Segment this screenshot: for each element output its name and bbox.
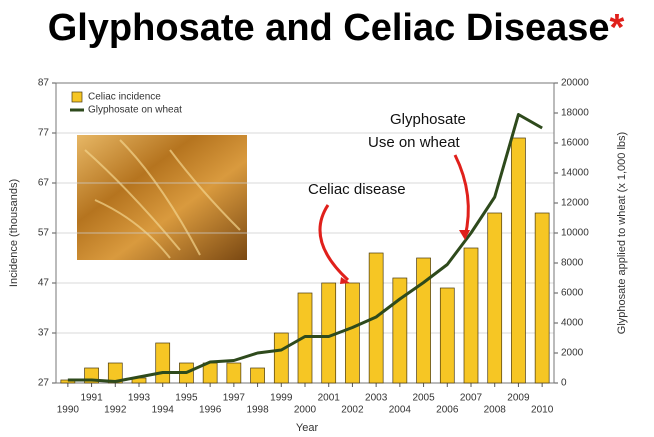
bar xyxy=(416,257,431,384)
x-tick-label: 2010 xyxy=(531,405,554,416)
x-tick-label: 2002 xyxy=(341,405,364,416)
arrow-head xyxy=(340,277,350,284)
x-tick-label: 1997 xyxy=(223,393,246,404)
x-tick-label: 2009 xyxy=(507,393,530,404)
y-tick-label: 77 xyxy=(38,128,50,139)
x-tick-label: 1995 xyxy=(175,393,198,404)
y2-tick-label: 4000 xyxy=(561,318,584,329)
bar xyxy=(155,342,171,384)
bar xyxy=(392,277,408,384)
x-tick-label: 2006 xyxy=(436,405,459,416)
y-tick-label: 27 xyxy=(38,378,50,389)
y2-tick-label: 16000 xyxy=(561,138,589,149)
y2-tick-label: 12000 xyxy=(561,198,589,209)
y2-axis-label: Glyphosate applied to wheat (x 1,000 lbs… xyxy=(616,132,628,334)
y2-tick-label: 20000 xyxy=(561,78,589,89)
annotation: Celiac disease xyxy=(308,181,406,198)
x-tick-label: 1994 xyxy=(152,405,175,416)
bar xyxy=(107,362,123,384)
legend-swatch xyxy=(71,91,83,103)
y-tick-label: 57 xyxy=(38,228,50,239)
y-tick-label: 47 xyxy=(38,278,50,289)
y-axis-label: Incidence (thousands) xyxy=(8,179,20,287)
bar xyxy=(463,247,479,384)
x-tick-label: 1998 xyxy=(246,405,269,416)
chart-title: Glyphosate and Celiac Disease* xyxy=(48,7,625,49)
legend-label: Celiac incidence xyxy=(88,92,161,103)
x-tick-label: 1996 xyxy=(199,405,222,416)
bar xyxy=(273,332,289,384)
x-axis-label: Year xyxy=(296,422,319,434)
y2-tick-label: 8000 xyxy=(561,258,584,269)
x-tick-label: 2003 xyxy=(365,393,388,404)
arrow xyxy=(318,204,350,282)
x-tick-label: 1990 xyxy=(57,405,80,416)
wheat-stalks xyxy=(84,139,241,259)
y2-tick-label: 2000 xyxy=(561,348,584,359)
y-tick-label: 87 xyxy=(38,78,50,89)
wheat-photo xyxy=(77,135,247,260)
annotation: Use on wheat xyxy=(368,134,461,151)
line xyxy=(67,113,543,383)
x-tick-label: 1992 xyxy=(104,405,127,416)
title-asterisk: * xyxy=(610,7,625,49)
x-tick-label: 2007 xyxy=(460,393,483,404)
x-tick-label: 2004 xyxy=(389,405,412,416)
x-tick-label: 2008 xyxy=(484,405,507,416)
bar xyxy=(250,367,265,384)
x-tick-label: 2001 xyxy=(318,393,341,404)
bar xyxy=(345,282,360,384)
x-tick-label: 1991 xyxy=(80,393,103,404)
legend-label: Glyphosate on wheat xyxy=(88,105,182,116)
arrow xyxy=(453,154,470,238)
bar xyxy=(202,362,218,384)
bar xyxy=(439,287,455,384)
y2-tick-label: 14000 xyxy=(561,168,589,179)
bar xyxy=(321,282,337,384)
y2-tick-label: 10000 xyxy=(561,228,589,239)
y2-tick-label: 0 xyxy=(561,378,567,389)
y2-tick-label: 18000 xyxy=(561,108,589,119)
y2-tick-label: 6000 xyxy=(561,288,584,299)
title-text: Glyphosate and Celiac Disease xyxy=(48,7,610,49)
y-tick-label: 37 xyxy=(38,328,50,339)
x-tick-label: 2000 xyxy=(294,405,317,416)
x-tick-label: 2005 xyxy=(412,393,435,404)
annotation: Glyphosate xyxy=(390,111,466,128)
bar xyxy=(511,137,526,384)
x-tick-label: 1999 xyxy=(270,393,293,404)
bar xyxy=(534,212,550,384)
bar xyxy=(226,362,242,384)
x-tick-label: 1993 xyxy=(128,393,151,404)
y-tick-label: 67 xyxy=(38,178,50,189)
arrow-head xyxy=(459,230,470,240)
bar xyxy=(487,212,503,384)
